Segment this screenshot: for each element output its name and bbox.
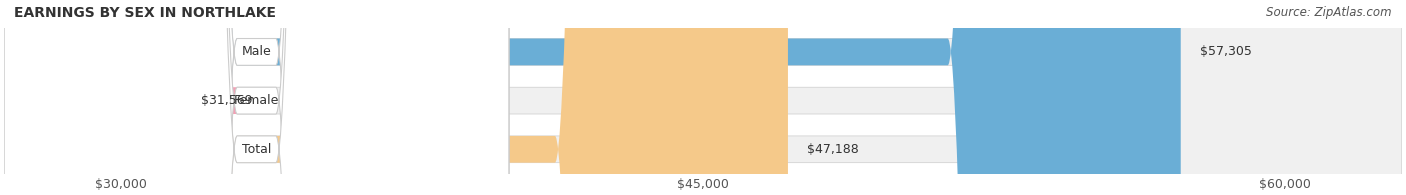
FancyBboxPatch shape	[4, 0, 1402, 195]
Text: Source: ZipAtlas.com: Source: ZipAtlas.com	[1267, 6, 1392, 19]
FancyBboxPatch shape	[4, 0, 509, 195]
FancyBboxPatch shape	[4, 0, 1402, 195]
Text: $31,569: $31,569	[201, 94, 253, 107]
Text: Total: Total	[242, 143, 271, 156]
Text: Male: Male	[242, 45, 271, 58]
Text: $57,305: $57,305	[1201, 45, 1251, 58]
Text: $47,188: $47,188	[807, 143, 859, 156]
Text: EARNINGS BY SEX IN NORTHLAKE: EARNINGS BY SEX IN NORTHLAKE	[14, 6, 276, 20]
FancyBboxPatch shape	[4, 0, 509, 195]
FancyBboxPatch shape	[4, 0, 1181, 195]
FancyBboxPatch shape	[4, 0, 509, 195]
FancyBboxPatch shape	[4, 0, 787, 195]
Text: Female: Female	[233, 94, 280, 107]
FancyBboxPatch shape	[4, 0, 1402, 195]
FancyBboxPatch shape	[0, 0, 238, 195]
